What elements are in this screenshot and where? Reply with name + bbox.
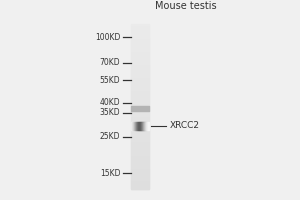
Text: 55KD: 55KD [100, 76, 120, 85]
Text: Mouse testis: Mouse testis [155, 1, 217, 11]
Text: 35KD: 35KD [100, 108, 120, 117]
Text: 100KD: 100KD [95, 33, 120, 42]
Text: 15KD: 15KD [100, 169, 120, 178]
Text: XRCC2: XRCC2 [169, 121, 199, 130]
Text: 40KD: 40KD [100, 98, 120, 107]
Text: 70KD: 70KD [100, 58, 120, 67]
Text: 25KD: 25KD [100, 132, 120, 141]
